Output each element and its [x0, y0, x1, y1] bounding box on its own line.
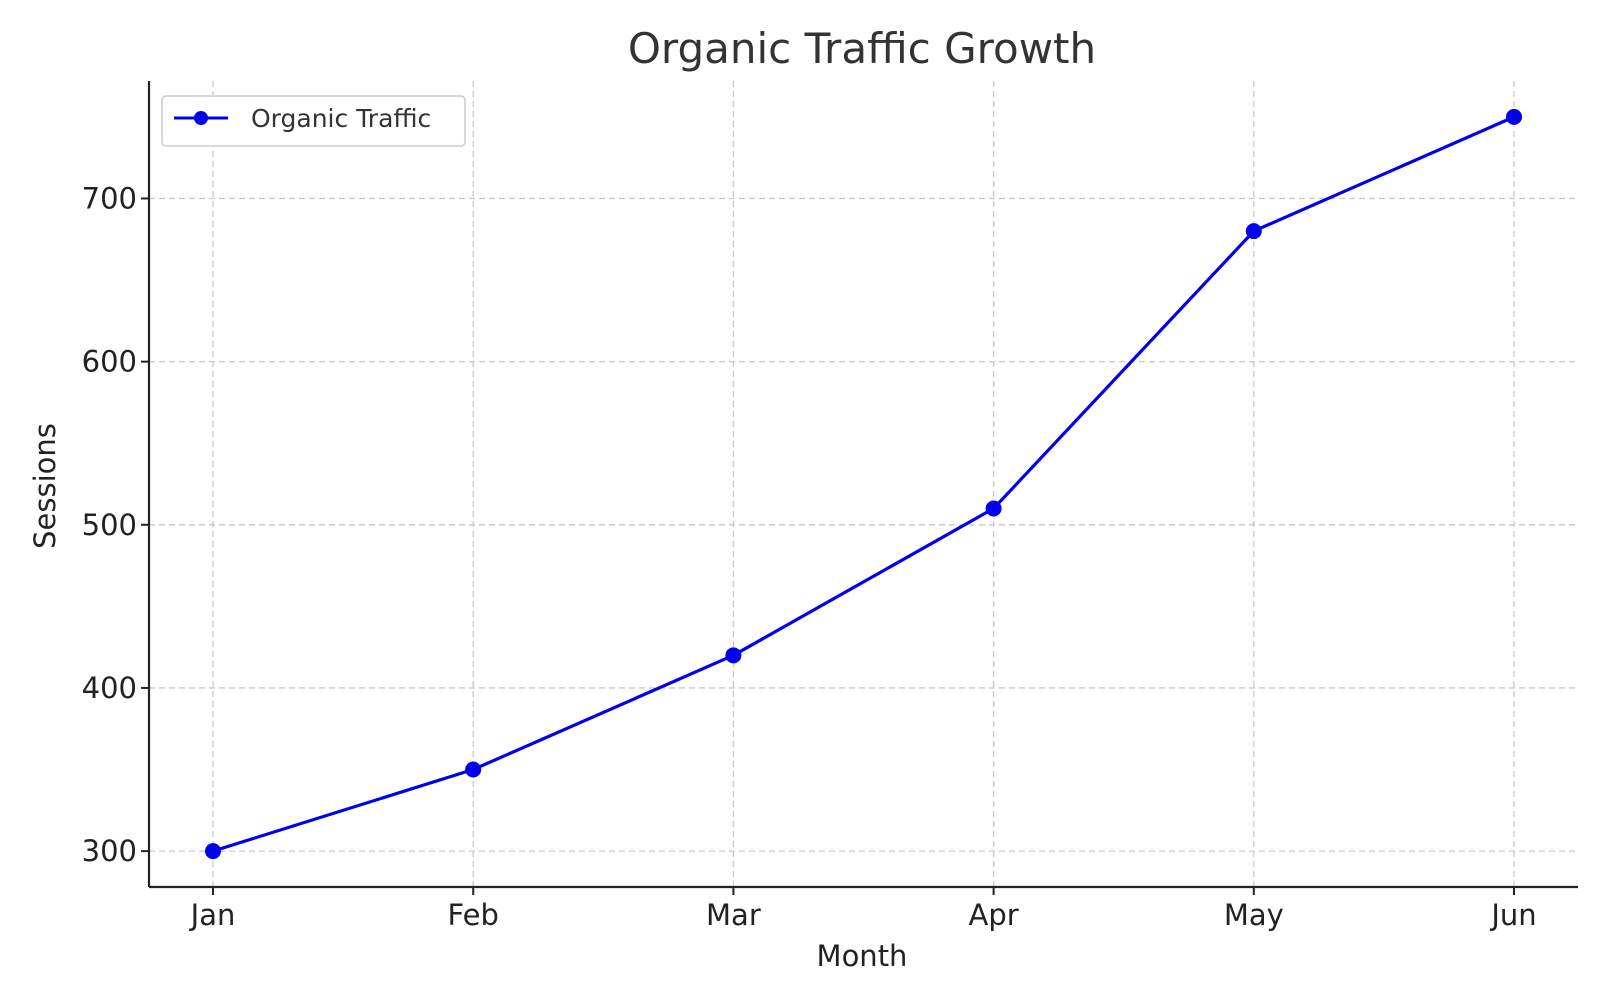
data-point	[1506, 108, 1522, 125]
series-line-organic-traffic	[212, 115, 1515, 853]
data-point	[725, 647, 742, 664]
chart-title: Organic Traffic Growth	[628, 24, 1096, 73]
legend-box	[161, 95, 466, 147]
y-tick-label: 300	[82, 834, 137, 868]
axes-spines	[147, 81, 1578, 889]
legend: Organic Traffic	[161, 95, 466, 147]
x-tick-label: May	[1224, 898, 1284, 932]
axis-ticks: Jan Feb Mar Apr May Jun 300 400 500 600 700	[82, 181, 1537, 932]
x-tick-label: Jun	[1489, 898, 1536, 932]
y-tick-label: 400	[82, 671, 137, 705]
legend-entry-organic-traffic: Organic Traffic	[251, 104, 431, 133]
x-axis-label: Month	[817, 939, 908, 973]
y-tick-label: 500	[82, 508, 137, 542]
y-tick-label: 700	[82, 181, 137, 215]
y-axis-label: Sessions	[28, 423, 62, 549]
x-tick-label: Mar	[706, 898, 761, 932]
data-point	[1245, 223, 1262, 240]
y-tick-label: 600	[82, 345, 137, 379]
grid-lines	[149, 81, 1578, 887]
data-point	[205, 843, 221, 860]
x-tick-label: Apr	[969, 898, 1019, 932]
legend-marker	[194, 111, 208, 125]
series-layer	[205, 108, 1522, 860]
data-point	[465, 761, 482, 778]
x-tick-label: Feb	[448, 898, 499, 932]
x-tick-label: Jan	[189, 898, 236, 932]
data-point	[985, 500, 1002, 517]
